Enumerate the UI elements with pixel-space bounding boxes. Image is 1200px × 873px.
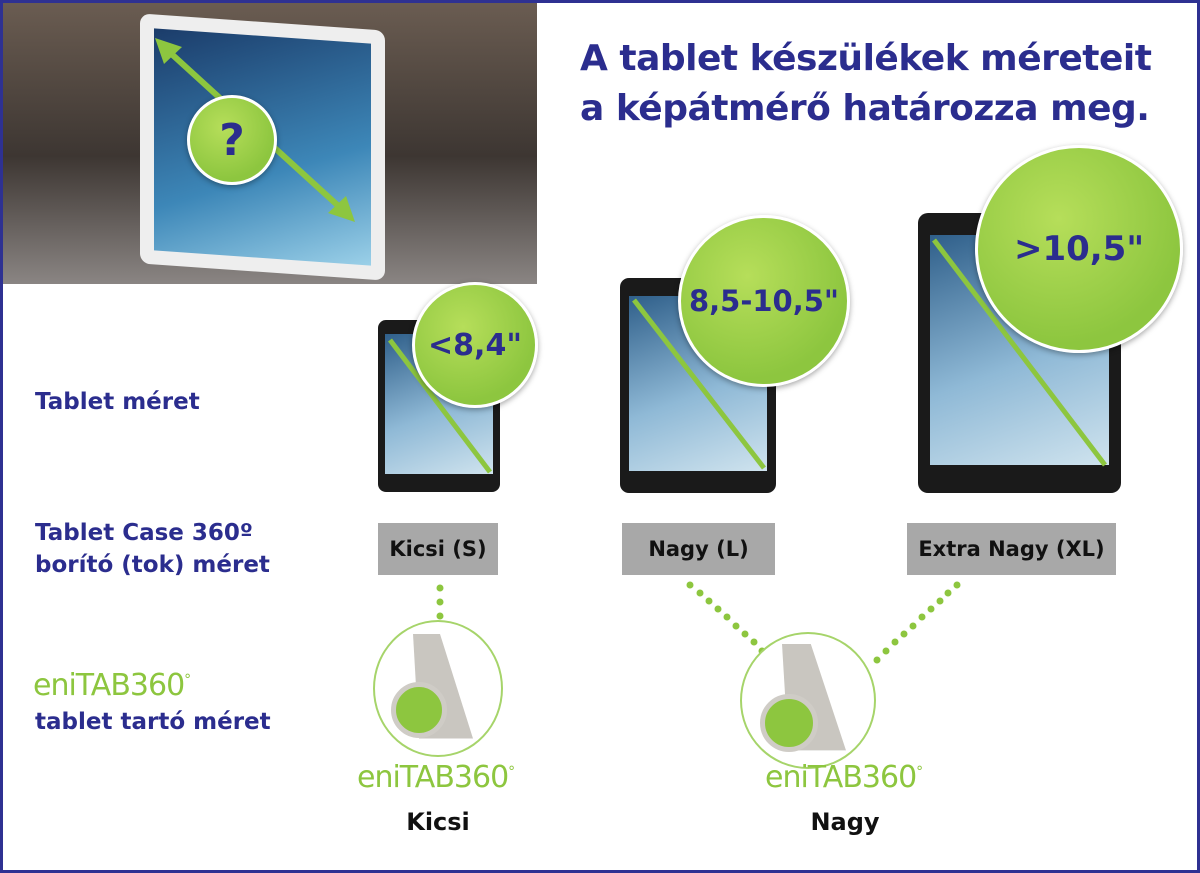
label-case-size: Tablet Case 360º borító (tok) méret <box>35 517 270 581</box>
holder-small-image <box>373 620 503 757</box>
enitab-logo: eniTAB360° <box>33 668 191 703</box>
hero-photo: ? <box>0 0 537 284</box>
case-size-s: Kicsi (S) <box>378 523 498 575</box>
holder-large-logo: eniTAB360° <box>765 760 923 795</box>
holder-large-label: Nagy <box>810 808 880 836</box>
label-tablet-size: Tablet méret <box>35 389 200 415</box>
title-line-1: A tablet készülékek méreteit <box>580 38 1152 79</box>
size-bubble-xl: >10,5" <box>975 145 1183 353</box>
dotted-connectors <box>436 581 961 664</box>
holder-small-logo: eniTAB360° <box>357 760 515 795</box>
label-case-line-2: borító (tok) méret <box>35 552 270 578</box>
size-bubble-small: <8,4" <box>412 282 538 408</box>
page-title: A tablet készülékek méreteit a képátmérő… <box>580 34 1152 134</box>
question-bubble: ? <box>187 95 277 185</box>
label-case-line-1: Tablet Case 360º <box>35 520 253 546</box>
case-size-xl: Extra Nagy (XL) <box>907 523 1116 575</box>
title-line-2: a képátmérő határozza meg. <box>580 88 1150 129</box>
case-size-l: Nagy (L) <box>622 523 775 575</box>
holder-small-label: Kicsi <box>406 808 470 836</box>
label-holder-size: tablet tartó méret <box>35 709 271 735</box>
holder-large-image <box>740 632 876 769</box>
size-bubble-large: 8,5-10,5" <box>678 215 850 387</box>
